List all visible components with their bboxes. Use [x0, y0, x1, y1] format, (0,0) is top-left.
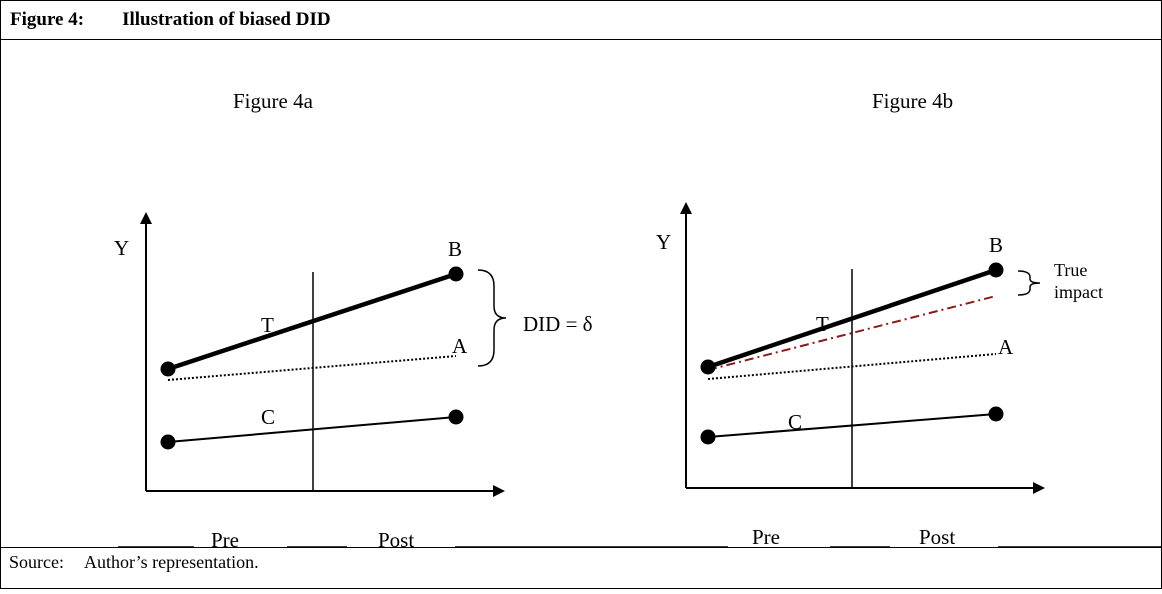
source-note: Source: Author’s representation. — [9, 552, 259, 573]
panel-b-treatment-post-point — [988, 262, 1004, 278]
panel-b-label-b: B — [989, 233, 1003, 257]
panel-a-y-label: Y — [114, 236, 129, 260]
panel-b-period-post: Post — [919, 525, 955, 549]
figure-number: Figure 4: — [10, 9, 85, 30]
panel-b-control-pre-point — [700, 429, 716, 445]
figure-title: Illustration of biased DID — [122, 9, 331, 30]
source-text: Author’s representation. — [83, 552, 259, 572]
panel-a-control-pre-point — [160, 434, 176, 450]
panel-b-brace — [1017, 270, 1041, 296]
panel-a-brace — [477, 269, 507, 367]
panel-a-title: Figure 4a — [233, 89, 314, 113]
panel-b-control-post-point — [988, 406, 1004, 422]
panel-b-treatment-pre-point — [700, 359, 716, 375]
panel-a-brace-label: DID = δ — [523, 312, 593, 336]
panel-b-counterfactual-line — [707, 353, 997, 380]
panel-a-treatment-post-point — [448, 266, 464, 282]
panel-a: Figure 4a Y T C B A DID = — [114, 89, 728, 552]
figure-header: Figure 4: Illustration of biased DID — [10, 9, 331, 31]
panel-b: Figure 4b Y T C B A — [656, 89, 1162, 549]
source-label: Source: — [9, 552, 64, 572]
panel-b-brace-label-line1: True — [1054, 260, 1087, 280]
panel-b-true-counterfactual-line — [707, 295, 997, 371]
panel-b-label-c: C — [788, 410, 802, 434]
panel-a-treatment-pre-point — [160, 361, 176, 377]
panel-b-y-label: Y — [656, 230, 671, 254]
panel-a-period-post: Post — [378, 528, 414, 552]
panel-b-label-t: T — [816, 312, 829, 336]
panel-b-treatment-line — [707, 267, 997, 370]
panel-b-control-line — [707, 413, 997, 438]
panel-b-brace-label-line2: impact — [1054, 282, 1103, 302]
panel-a-control-post-point — [448, 409, 464, 425]
panel-a-treatment-line — [167, 271, 457, 372]
panel-a-label-c: C — [261, 405, 275, 429]
panel-b-title: Figure 4b — [872, 89, 953, 113]
panel-a-label-b: B — [448, 237, 462, 261]
panel-b-period-pre: Pre — [752, 525, 780, 549]
panel-a-counterfactual-line — [167, 355, 457, 381]
panel-a-label-a: A — [452, 334, 468, 358]
panel-a-label-t: T — [261, 313, 274, 337]
panel-a-control-line — [167, 416, 457, 443]
panel-b-label-a: A — [998, 335, 1014, 359]
panel-a-period-pre: Pre — [211, 528, 239, 552]
